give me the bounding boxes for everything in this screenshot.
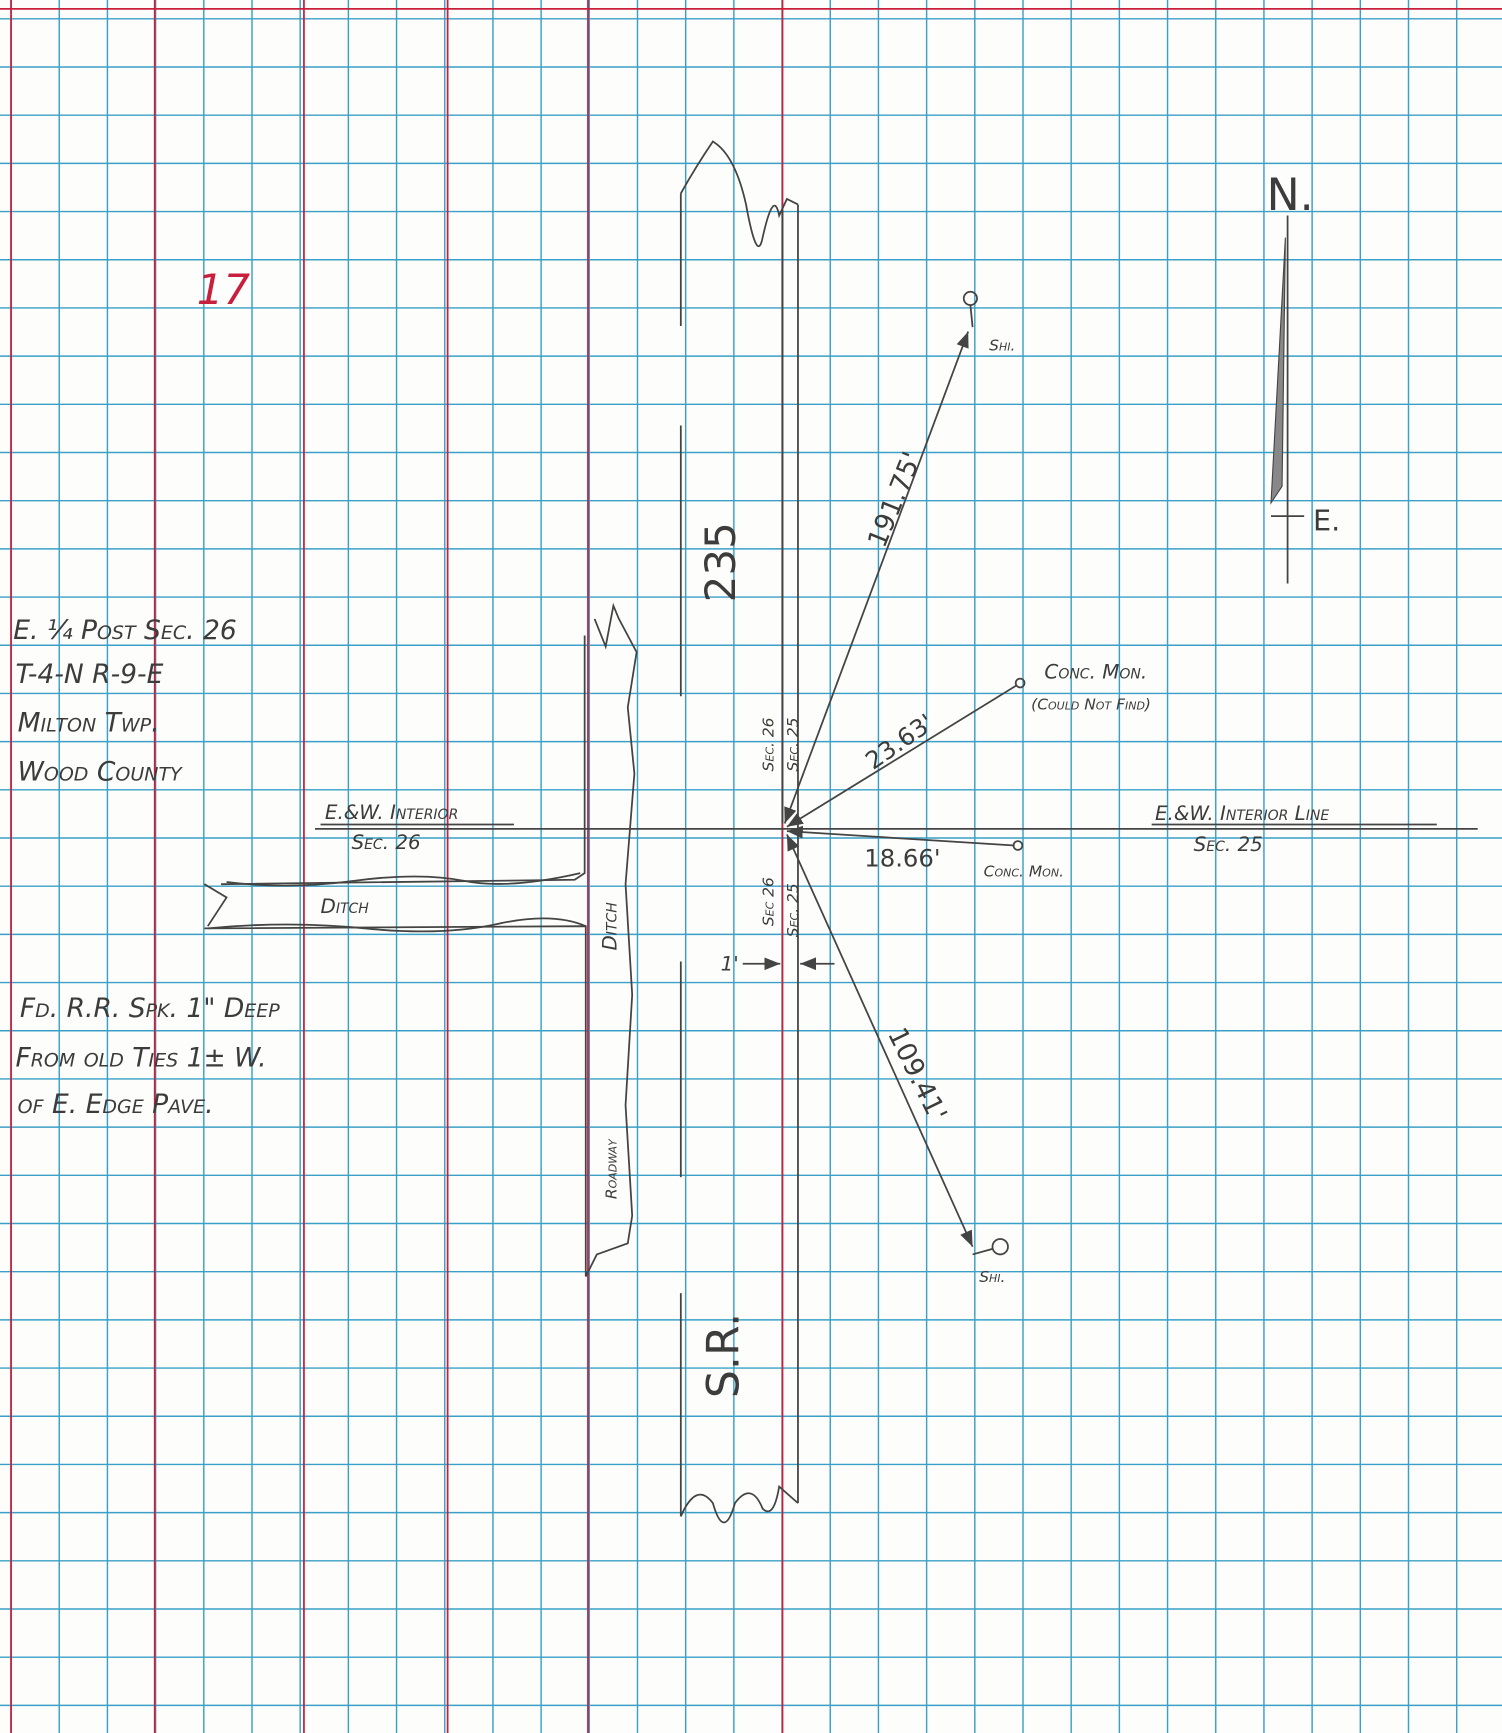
north-arrow: N. E. xyxy=(1267,170,1340,584)
tie-object: Shi. xyxy=(979,1268,1005,1286)
roadway-label: Roadway xyxy=(603,1138,621,1199)
note-line: Fd. R.R. Spk. 1" Deep xyxy=(20,993,280,1024)
ditch-label: Ditch xyxy=(599,902,622,951)
tie-distance: 18.66' xyxy=(864,844,940,873)
east-line-label: E.&W. Interior Line xyxy=(1155,802,1329,825)
tie-distance: 191.75' xyxy=(862,448,928,552)
ditch xyxy=(204,602,638,1277)
east-line-section: Sec. 25 xyxy=(1194,833,1263,856)
section-mark: Sec. 26 xyxy=(760,717,778,771)
section-mark: Sec 26 xyxy=(760,877,778,926)
title-block: E. ¼ Post Sec. 26 T-4-N R-9-E Milton Twp… xyxy=(13,615,236,787)
note-line: of E. Edge Pave. xyxy=(18,1089,214,1120)
offset-label: 1' xyxy=(721,952,739,975)
title-line: E. ¼ Post Sec. 26 xyxy=(13,615,236,646)
page-number: 17 xyxy=(197,265,251,314)
note: Fd. R.R. Spk. 1" Deep From old Ties 1± W… xyxy=(15,993,280,1120)
west-line-label: E.&W. Interior xyxy=(325,801,458,824)
tie-object: Conc. Mon. xyxy=(1044,661,1147,684)
tie-distance: 109.41' xyxy=(881,1023,953,1127)
tie-object: Shi. xyxy=(989,336,1015,354)
title-line: Wood County xyxy=(18,756,183,787)
section-mark: Sec. 25 xyxy=(784,883,802,937)
tie-remark: (Could Not Find) xyxy=(1031,696,1151,714)
note-line: From old Ties 1± W. xyxy=(15,1043,266,1074)
title-line: Milton Twp. xyxy=(18,708,160,739)
west-line-section: Sec. 26 xyxy=(351,831,420,854)
north-label: N. xyxy=(1267,170,1314,221)
road-length: 235 xyxy=(696,522,745,602)
east-label: E. xyxy=(1313,504,1340,538)
ties xyxy=(783,290,1026,1256)
road-name: S.R. xyxy=(698,1313,749,1398)
title-line: T-4-N R-9-E xyxy=(15,659,163,690)
ditch-label: Ditch xyxy=(321,895,370,918)
section-mark: Sec. 25 xyxy=(784,717,802,771)
tie-object: Conc. Mon. xyxy=(984,862,1064,880)
